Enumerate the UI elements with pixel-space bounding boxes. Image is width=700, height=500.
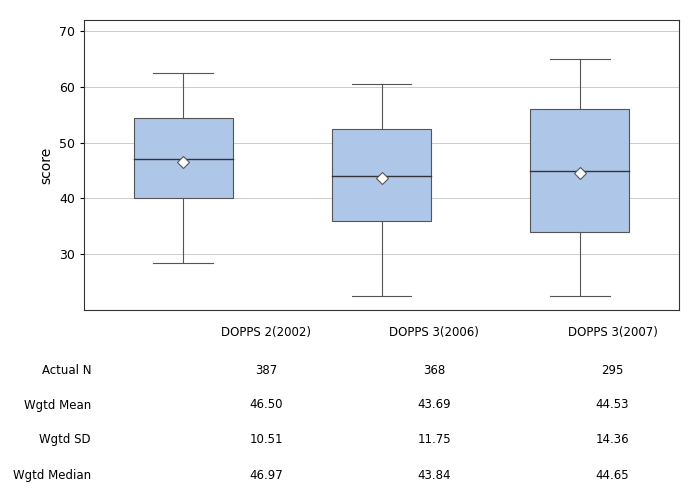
Text: 14.36: 14.36 (596, 432, 629, 446)
Text: 43.84: 43.84 (417, 469, 451, 482)
Text: 46.50: 46.50 (249, 398, 283, 411)
Text: Wgtd SD: Wgtd SD (39, 432, 91, 446)
Text: 44.65: 44.65 (596, 469, 629, 482)
Text: DOPPS 3(2006): DOPPS 3(2006) (389, 326, 479, 340)
Text: 11.75: 11.75 (417, 432, 451, 446)
Text: Actual N: Actual N (41, 364, 91, 378)
Text: 10.51: 10.51 (249, 432, 283, 446)
Bar (332, 128, 431, 221)
Text: 43.69: 43.69 (417, 398, 451, 411)
Text: 44.53: 44.53 (596, 398, 629, 411)
Y-axis label: score: score (39, 146, 53, 184)
Text: 46.97: 46.97 (249, 469, 283, 482)
Text: 295: 295 (601, 364, 624, 378)
Text: 368: 368 (423, 364, 445, 378)
Bar (134, 118, 232, 198)
Text: Wgtd Median: Wgtd Median (13, 469, 91, 482)
Text: Wgtd Mean: Wgtd Mean (24, 398, 91, 411)
Bar (531, 109, 629, 232)
Text: DOPPS 2(2002): DOPPS 2(2002) (221, 326, 311, 340)
Text: DOPPS 3(2007): DOPPS 3(2007) (568, 326, 657, 340)
Text: 387: 387 (255, 364, 277, 378)
